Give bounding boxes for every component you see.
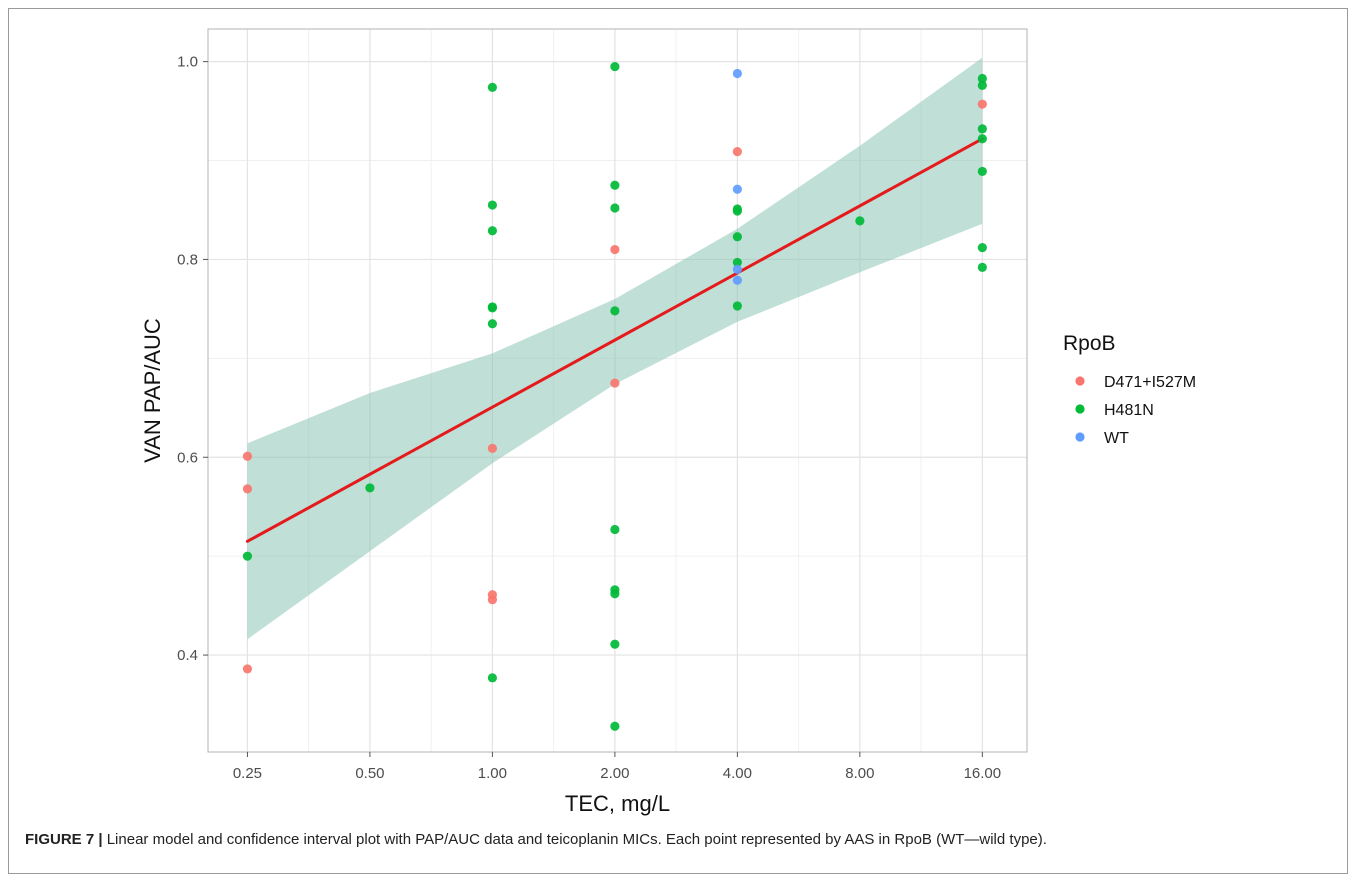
data-point-h481n — [610, 180, 620, 190]
data-point-h481n — [855, 216, 865, 226]
x-tick-label: 4.00 — [723, 765, 752, 782]
data-point-h481n — [732, 257, 742, 268]
legend-label-wt: WT — [1104, 430, 1129, 447]
data-point-h481n — [610, 721, 620, 731]
data-point-h481n — [610, 203, 620, 213]
legend-title: RpoB — [1063, 332, 1116, 355]
data-point-d471-i527m — [732, 147, 742, 157]
x-tick-label: 1.00 — [478, 765, 507, 782]
x-tick-label: 2.00 — [600, 765, 629, 782]
fit-line-layer — [245, 137, 984, 543]
data-point-d471-i527m — [610, 378, 620, 388]
legend-label-d471-i527m: D471+I527M — [1104, 374, 1196, 391]
plot-panel-border — [207, 28, 1028, 753]
x-tick-label: 8.00 — [845, 765, 874, 782]
data-point-h481n — [487, 226, 498, 236]
caption-lead: FIGURE 7 | — [25, 831, 103, 848]
data-point-d471-i527m — [242, 484, 253, 494]
data-point-h481n — [610, 639, 620, 649]
data-point-h481n — [977, 124, 987, 134]
confidence-band-layer — [247, 57, 983, 640]
legend-key-wt — [1075, 432, 1085, 442]
x-axis-title: TEC, mg/L — [565, 791, 670, 816]
y-axis-title: VAN PAP/AUC — [140, 318, 165, 463]
y-tick-label: 0.8 — [177, 251, 198, 268]
data-point-h481n — [732, 301, 742, 311]
data-point-wt — [732, 68, 742, 79]
y-tick-label: 1.0 — [177, 54, 198, 71]
y-tick-label: 0.6 — [177, 449, 198, 466]
x-tick-label: 0.50 — [355, 765, 384, 782]
axis-layer: 0.25 0.50 1.00 2.00 4.00 8.00 16.00 0.4 0.6 0.8 1.… — [140, 28, 1028, 816]
data-point-h481n — [365, 483, 375, 493]
data-point-h481n — [487, 319, 498, 329]
data-point-h481n — [487, 200, 498, 210]
data-point-h481n — [732, 206, 742, 216]
legend: RpoB D471+I527M H481N WT — [1063, 332, 1196, 447]
data-point-wt — [732, 184, 742, 194]
data-point-h481n — [977, 262, 987, 272]
data-point-d471-i527m — [977, 99, 987, 109]
data-point-d471-i527m — [242, 664, 253, 674]
data-point-wt — [732, 264, 742, 274]
data-point-h481n — [242, 551, 253, 561]
data-point-d471-i527m — [487, 443, 498, 453]
points-layer — [242, 61, 987, 731]
data-point-d471-i527m — [242, 451, 253, 461]
confidence-band — [247, 57, 983, 640]
figure-caption: FIGURE 7 | Linear model and confidence i… — [25, 831, 1335, 848]
data-point-h481n — [487, 303, 498, 313]
data-point-h481n — [610, 61, 620, 72]
legend-key-d471-i527m — [1075, 376, 1085, 386]
scatter-chart: 0.25 0.50 1.00 2.00 4.00 8.00 16.00 0.4 0.6 0.8 1.… — [140, 28, 1196, 816]
data-point-h481n — [732, 232, 742, 242]
y-tick-label: 0.4 — [177, 647, 198, 664]
data-point-d471-i527m — [487, 595, 498, 605]
legend-key-h481n — [1075, 404, 1085, 414]
data-point-h481n — [977, 80, 987, 90]
regression-line — [245, 137, 984, 543]
data-point-h481n — [610, 589, 620, 599]
data-point-h481n — [977, 73, 987, 84]
data-point-h481n — [977, 166, 987, 177]
legend-label-h481n: H481N — [1104, 402, 1154, 419]
data-point-h481n — [610, 524, 620, 535]
data-point-h481n — [487, 673, 498, 683]
data-point-h481n — [610, 306, 620, 316]
x-tick-label: 16.00 — [964, 765, 1002, 782]
x-tick-label: 0.25 — [233, 765, 262, 782]
data-point-h481n — [977, 242, 987, 253]
data-point-h481n — [977, 134, 987, 144]
data-point-wt — [732, 275, 742, 285]
caption-text: Linear model and confidence interval plo… — [102, 831, 1047, 848]
data-point-d471-i527m — [610, 244, 620, 255]
data-point-h481n — [487, 82, 498, 92]
